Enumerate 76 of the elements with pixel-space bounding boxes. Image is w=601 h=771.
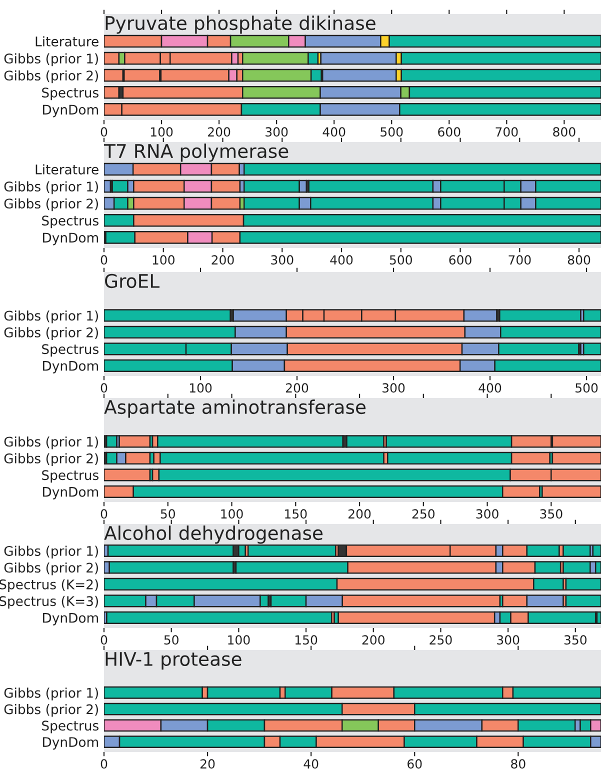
y-tick-label: Spectrus [42, 470, 98, 483]
x-tick-label: 300 [476, 509, 498, 519]
x-tick-label: 200 [208, 127, 230, 137]
x-tick-label: 100 [190, 383, 212, 393]
x-tick-label: 500 [576, 383, 598, 393]
y-tick-label: Spectrus [42, 88, 98, 100]
y-tick-label: Gibbs (prior 1) [4, 310, 98, 324]
x-tick-label: 0 [100, 255, 108, 265]
x-tick-label: 400 [322, 127, 346, 137]
y-tick-label: DynDom [43, 737, 98, 750]
y-tick-label: Gibbs (prior 1) [4, 181, 98, 194]
chart-title: GroEL [105, 274, 160, 288]
x-tick-label: 600 [449, 255, 472, 265]
y-tick-label: Gibbs (prior 1) [4, 546, 98, 559]
y-tick-label: DynDom [43, 232, 98, 246]
x-tick-label: 600 [438, 127, 460, 137]
y-tick-label: Gibbs (prior 1) [4, 436, 98, 450]
y-tick-label: Gibbs (prior 2) [4, 70, 98, 84]
x-tick-label: 100 [221, 509, 243, 519]
x-tick-label: 500 [380, 127, 403, 137]
x-tick-label: 400 [478, 383, 502, 393]
y-tick-label: Literature [36, 36, 98, 46]
x-tick-label: 250 [430, 635, 452, 645]
y-tick-label: Spectrus [42, 344, 98, 357]
x-tick-label: 100 [228, 635, 250, 645]
x-tick-label: 50 [160, 509, 176, 519]
x-tick-label: 100 [152, 255, 174, 265]
chart-title: Aspartate aminotransferase [104, 400, 366, 418]
chart-title: T7 RNA polymerase [104, 144, 288, 162]
x-tick-label: 300 [382, 383, 405, 393]
x-tick-label: 300 [497, 635, 520, 645]
x-tick-label: 150 [285, 509, 307, 519]
y-tick-label: Spectrus [42, 720, 98, 734]
x-tick-label: 200 [212, 255, 234, 265]
x-tick-label: 0 [100, 127, 108, 137]
chart-title: Pyruvate phosphate dikinase [106, 16, 376, 34]
y-tick-label: Spectrus [42, 216, 98, 228]
chart-title: HIV-1 protease [106, 652, 242, 670]
x-tick-label: 250 [412, 509, 435, 519]
x-tick-label: 0 [100, 383, 108, 393]
y-tick-label: Gibbs (prior 1) [4, 688, 98, 700]
y-tick-label: Literature [36, 164, 98, 174]
y-tick-label: Gibbs (prior 2) [4, 327, 98, 340]
x-tick-label: 700 [508, 255, 531, 265]
x-tick-label: 800 [568, 255, 590, 265]
x-tick-label: 200 [362, 635, 384, 645]
x-tick-label: 200 [348, 509, 371, 519]
y-tick-label: DynDom [43, 613, 98, 626]
x-tick-label: 350 [564, 635, 587, 645]
y-tick-label: Gibbs (prior 2) [4, 562, 98, 576]
x-tick-label: 20 [200, 759, 215, 769]
x-tick-label: 500 [390, 255, 412, 265]
x-tick-label: 350 [540, 509, 562, 519]
x-tick-label: 60 [408, 759, 422, 769]
x-tick-label: 50 [164, 635, 178, 645]
y-tick-label: DynDom [43, 361, 98, 374]
y-tick-label: DynDom [43, 487, 98, 500]
y-tick-label: Gibbs (prior 2) [4, 198, 98, 212]
x-tick-label: 300 [266, 127, 288, 137]
y-tick-label: Gibbs (prior 2) [4, 453, 98, 466]
x-tick-label: 150 [295, 635, 318, 645]
x-tick-label: 0 [100, 509, 108, 519]
x-tick-label: 100 [150, 127, 173, 137]
x-tick-label: 0 [100, 635, 108, 645]
x-tick-label: 300 [271, 255, 294, 265]
x-tick-label: 700 [496, 127, 518, 137]
y-tick-label: Gibbs (prior 2) [4, 704, 98, 717]
x-tick-label: 400 [330, 255, 353, 265]
y-tick-label: Gibbs (prior 1) [4, 53, 98, 66]
y-tick-label: DynDom [43, 104, 98, 118]
x-tick-label: 200 [286, 383, 308, 393]
x-tick-label: 80 [511, 759, 526, 769]
x-tick-label: 0 [100, 759, 108, 769]
chart-title: Alcohol dehydrogenase [104, 526, 323, 544]
x-tick-label: 40 [304, 759, 318, 769]
x-tick-label: 800 [553, 127, 576, 137]
